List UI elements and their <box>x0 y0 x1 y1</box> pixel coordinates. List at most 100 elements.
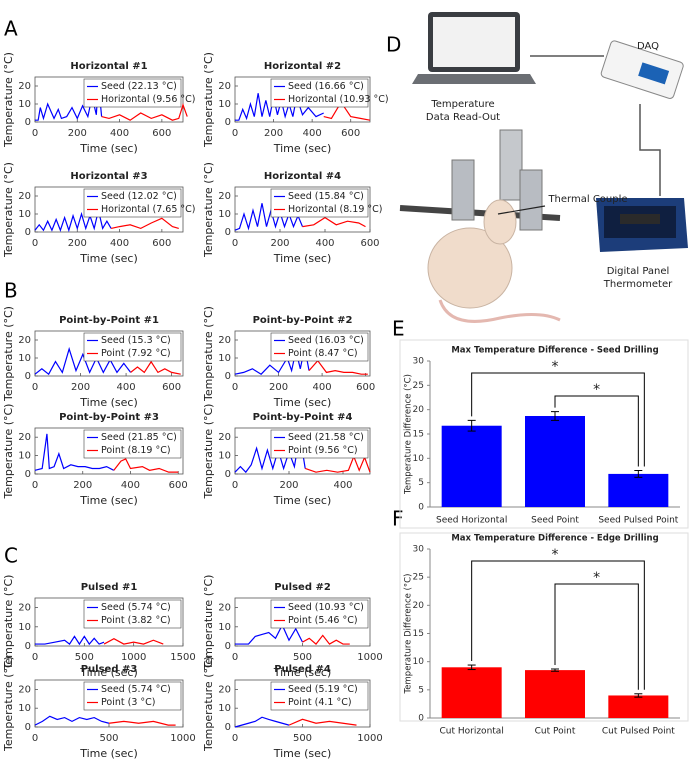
panel-label: F <box>392 507 404 531</box>
diagram-label: Data Read-Out <box>426 112 500 123</box>
x-axis-label: Time (sec) <box>79 396 138 409</box>
plot-title: Point-by-Point #1 <box>59 315 159 326</box>
y-tick-label: 0 <box>25 469 31 480</box>
legend-box <box>270 429 369 459</box>
laptop-display <box>433 17 515 67</box>
legend-box <box>83 599 182 629</box>
x-axis-label: Time (sec) <box>79 666 138 679</box>
y-tick-label: 10 <box>218 703 231 714</box>
x-tick-label: 500 <box>75 652 94 663</box>
x-axis-label: Time (sec) <box>273 396 332 409</box>
legend-label: Seed (22.13 °C) <box>101 81 177 92</box>
y-tick-label: 0 <box>25 117 31 128</box>
legend-box <box>270 599 369 629</box>
legend-label: Point (3.82 °C) <box>101 615 171 626</box>
panel-label: D <box>386 33 401 57</box>
temperature-line <box>34 433 115 471</box>
y-tick-label: 10 <box>18 209 31 220</box>
x-tick-label: 600 <box>356 382 375 393</box>
x-tick-label: 500 <box>293 652 312 663</box>
plot-title: Point-by-Point #3 <box>59 412 159 423</box>
bar <box>525 670 585 718</box>
x-tick-label: Cut Pulsed Point <box>602 727 675 737</box>
panel-frame <box>399 532 689 722</box>
x-axis-label: Time (sec) <box>79 747 138 760</box>
legend-label: Point (9.56 °C) <box>288 445 358 456</box>
x-tick-label: 1000 <box>121 652 146 663</box>
temperature-line <box>302 216 366 228</box>
legend-label: Seed (5.74 °C) <box>101 684 171 695</box>
legend-label: Point (7.92 °C) <box>101 348 171 359</box>
significance-bracket <box>471 372 645 467</box>
y-tick-label: 20 <box>18 603 31 614</box>
y-tick-label: 10 <box>18 99 31 110</box>
y-tick-label: 10 <box>218 99 231 110</box>
y-axis-label: Temperature (°C) <box>202 162 215 258</box>
y-tick-label: 20 <box>218 191 231 202</box>
legend-label: Seed (15.3 °C) <box>101 335 171 346</box>
chart-title: Max Temperature Difference - Edge Drilli… <box>451 534 658 544</box>
y-axis-label: Temperature (°C) <box>202 306 215 402</box>
x-tick-label: 200 <box>264 128 283 139</box>
temperature-line <box>323 101 371 121</box>
frame-post <box>499 129 523 201</box>
legend-box <box>270 332 369 362</box>
x-tick-label: 200 <box>270 238 289 249</box>
y-tick-label: 0 <box>225 469 231 480</box>
bar <box>608 473 669 507</box>
x-tick-label: Cut Horizontal <box>439 727 503 737</box>
legend-label: Seed (5.74 °C) <box>101 602 171 613</box>
significance-bracket <box>554 395 639 467</box>
frame-post <box>451 159 475 221</box>
y-tick-label: 0 <box>25 371 31 382</box>
x-tick-label: 500 <box>293 733 312 744</box>
temperature-line <box>308 359 368 375</box>
y-tick-label: 20 <box>413 601 425 611</box>
y-tick-label: 0 <box>25 227 31 238</box>
y-axis-label: Temperature (°C) <box>2 162 15 258</box>
y-tick-label: 15 <box>413 629 424 639</box>
x-axis-label: Time (sec) <box>273 494 332 507</box>
x-axis-label: Time (sec) <box>79 252 138 265</box>
y-axis-label: Temperature (°C) <box>2 656 15 752</box>
temperature-line <box>288 718 357 726</box>
x-axis-label: Time (sec) <box>273 666 332 679</box>
x-tick-label: 400 <box>315 238 334 249</box>
temperature-line <box>35 635 105 646</box>
y-tick-label: 10 <box>218 451 231 462</box>
legend-label: Seed (15.84 °C) <box>288 191 364 202</box>
x-tick-label: 200 <box>73 480 92 491</box>
legend-box <box>83 188 182 218</box>
bar <box>525 415 585 507</box>
y-tick-label: 10 <box>18 703 31 714</box>
x-tick-label: 0 <box>232 480 238 491</box>
y-tick-label: 10 <box>218 622 231 633</box>
x-axis-label: Time (sec) <box>273 142 332 155</box>
x-tick-label: 0 <box>232 382 238 393</box>
y-axis-label: Temperature (°C) <box>2 404 15 500</box>
daq-box <box>600 40 684 99</box>
plot-title: Pulsed #3 <box>81 664 138 675</box>
y-tick-label: 20 <box>218 684 231 695</box>
bar <box>441 667 502 718</box>
x-tick-label: Seed Pulsed Point <box>598 516 678 526</box>
y-tick-label: 20 <box>18 432 31 443</box>
x-tick-label: 0 <box>232 238 238 249</box>
legend-label: Seed (12.02 °C) <box>101 191 177 202</box>
panel-label: B <box>4 279 18 303</box>
y-tick-label: 20 <box>218 432 231 443</box>
y-tick-label: 10 <box>413 657 425 667</box>
x-tick-label: 600 <box>152 128 171 139</box>
y-tick-label: 25 <box>413 381 424 391</box>
x-tick-label: Cut Point <box>535 727 576 737</box>
y-tick-label: 20 <box>218 81 231 92</box>
diagram-label: Thermal Couple <box>547 194 627 205</box>
x-tick-label: 200 <box>68 128 87 139</box>
y-tick-label: 5 <box>418 685 424 695</box>
y-tick-label: 10 <box>18 622 31 633</box>
x-tick-label: 1000 <box>357 733 382 744</box>
y-tick-label: 10 <box>18 353 31 364</box>
y-tick-label: 20 <box>18 191 31 202</box>
